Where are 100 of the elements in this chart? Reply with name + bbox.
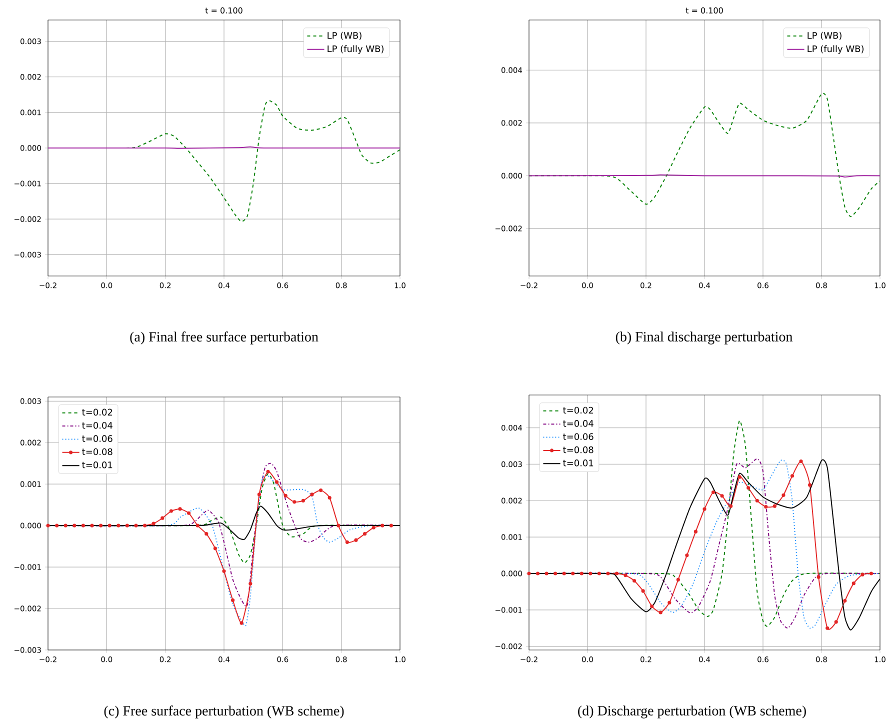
point	[782, 493, 786, 497]
point	[527, 572, 531, 576]
point	[81, 524, 86, 528]
point	[72, 524, 76, 528]
point	[641, 589, 645, 593]
point	[834, 620, 838, 624]
point	[248, 582, 252, 586]
point	[852, 582, 856, 586]
point	[746, 486, 750, 490]
point	[275, 480, 279, 484]
point	[790, 474, 794, 478]
point	[738, 475, 742, 479]
point	[152, 522, 156, 526]
point	[668, 600, 672, 604]
point	[178, 507, 182, 511]
point	[536, 572, 540, 576]
legend-label: LP (WB)	[808, 32, 842, 40]
point	[108, 524, 112, 528]
point	[869, 572, 874, 576]
point	[860, 572, 864, 576]
point	[632, 578, 636, 583]
point	[799, 459, 803, 464]
point	[284, 494, 288, 498]
chart-title: t = 0.100	[205, 7, 242, 14]
text: (a) Final free surface perturbation	[130, 332, 318, 344]
point	[160, 516, 164, 520]
point	[266, 470, 270, 474]
point	[389, 524, 393, 528]
point	[125, 524, 130, 528]
point	[597, 572, 601, 576]
point	[143, 524, 147, 528]
point	[345, 540, 350, 544]
point	[588, 572, 592, 576]
point	[676, 578, 680, 582]
point	[826, 626, 830, 630]
point	[90, 524, 94, 528]
point	[240, 621, 244, 625]
point	[64, 524, 68, 528]
point	[720, 494, 724, 498]
point	[55, 524, 59, 528]
legend-label: LP (fully WB)	[328, 45, 384, 54]
legend-label: t=0.08	[82, 448, 112, 456]
point	[711, 490, 716, 494]
point	[204, 532, 208, 536]
point	[808, 483, 812, 487]
legend-label: t=0.01	[82, 461, 112, 468]
legend-label: t=0.01	[563, 460, 594, 466]
point	[257, 492, 262, 496]
point	[685, 553, 689, 558]
legend-label: t=0.02	[563, 406, 594, 414]
point	[580, 572, 584, 576]
point	[624, 574, 628, 578]
point	[694, 530, 698, 534]
point	[213, 546, 218, 550]
point	[354, 538, 358, 542]
point	[650, 604, 654, 608]
point	[46, 524, 50, 528]
text: (d) Discharge perturbation (WB scheme)	[578, 706, 806, 718]
point	[363, 532, 367, 536]
legend-label: t=0.08	[563, 446, 594, 454]
point	[372, 526, 376, 530]
point	[571, 572, 575, 576]
point	[292, 500, 296, 504]
point	[319, 488, 323, 492]
legend-label: t=0.06	[82, 435, 112, 442]
point	[169, 509, 174, 513]
legend-label: t=0.06	[563, 433, 594, 440]
point	[614, 572, 619, 576]
point	[764, 505, 768, 509]
point	[843, 599, 847, 603]
point	[222, 569, 226, 573]
legend-label: t=0.02	[82, 408, 112, 416]
point	[99, 524, 103, 528]
point	[729, 504, 733, 508]
text: (c) Free surface perturbation (WB scheme)	[104, 706, 344, 718]
text: (b) Final discharge perturbation	[616, 332, 793, 344]
legend-label: t=0.04	[82, 422, 112, 429]
point	[606, 572, 610, 576]
point	[554, 572, 558, 576]
point	[310, 492, 314, 496]
legend-label: LP (fully WB)	[808, 45, 864, 54]
point	[658, 610, 662, 614]
point	[816, 575, 820, 579]
point	[772, 504, 776, 508]
point	[134, 524, 138, 528]
point	[116, 524, 120, 528]
point	[301, 498, 306, 502]
point	[702, 507, 706, 511]
point	[562, 572, 566, 576]
legend-label: LP (WB)	[328, 32, 362, 40]
legend-label: t=0.04	[563, 420, 594, 427]
point	[755, 498, 759, 502]
point	[196, 524, 200, 528]
point	[231, 598, 235, 602]
point	[544, 572, 548, 576]
point	[336, 524, 340, 528]
point	[328, 496, 332, 500]
chart-title: t = 0.100	[686, 7, 723, 14]
point	[187, 511, 191, 515]
point	[380, 524, 384, 528]
